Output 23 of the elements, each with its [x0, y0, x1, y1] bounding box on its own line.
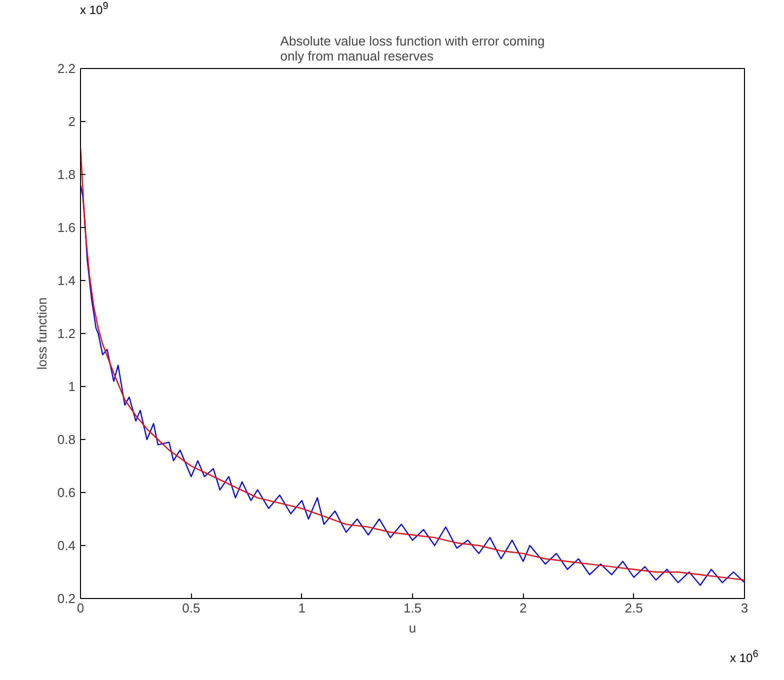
y-tick-label: 1 — [68, 379, 76, 394]
chart-title: Absolute value loss function with error coming only from manual reserves — [280, 34, 545, 64]
x-tick-label: 1.5 — [403, 600, 422, 616]
x-tick-label: 2.5 — [624, 600, 643, 616]
y-tick-label: 0.2 — [57, 591, 76, 606]
x-tick-label: 0 — [76, 600, 84, 616]
y-tick-label: 1.8 — [57, 167, 76, 182]
y-tick-label: 2 — [68, 114, 76, 129]
x-tick-label: 0.5 — [182, 600, 200, 616]
y-tick-label: 1.4 — [57, 273, 76, 288]
x-tick-label: 3 — [740, 600, 748, 616]
x-tick-label: 2 — [520, 600, 527, 616]
x-tick-label: 1 — [298, 600, 306, 616]
y-tick-label: 0.8 — [57, 432, 76, 447]
text: x 10$^{6}$ — [730, 648, 758, 667]
y-tick-label: 2.2 — [57, 61, 76, 76]
y-tick-label: 1.6 — [57, 220, 76, 235]
y-tick-label: 0.4 — [57, 538, 76, 553]
y-tick-label: 0.6 — [57, 485, 76, 500]
y-axis-title: loss function — [34, 297, 50, 370]
text: x 10$^{9}$ — [80, 0, 108, 19]
y-tick-label: 1.2 — [57, 326, 76, 341]
x-axis-title: u — [408, 620, 416, 636]
